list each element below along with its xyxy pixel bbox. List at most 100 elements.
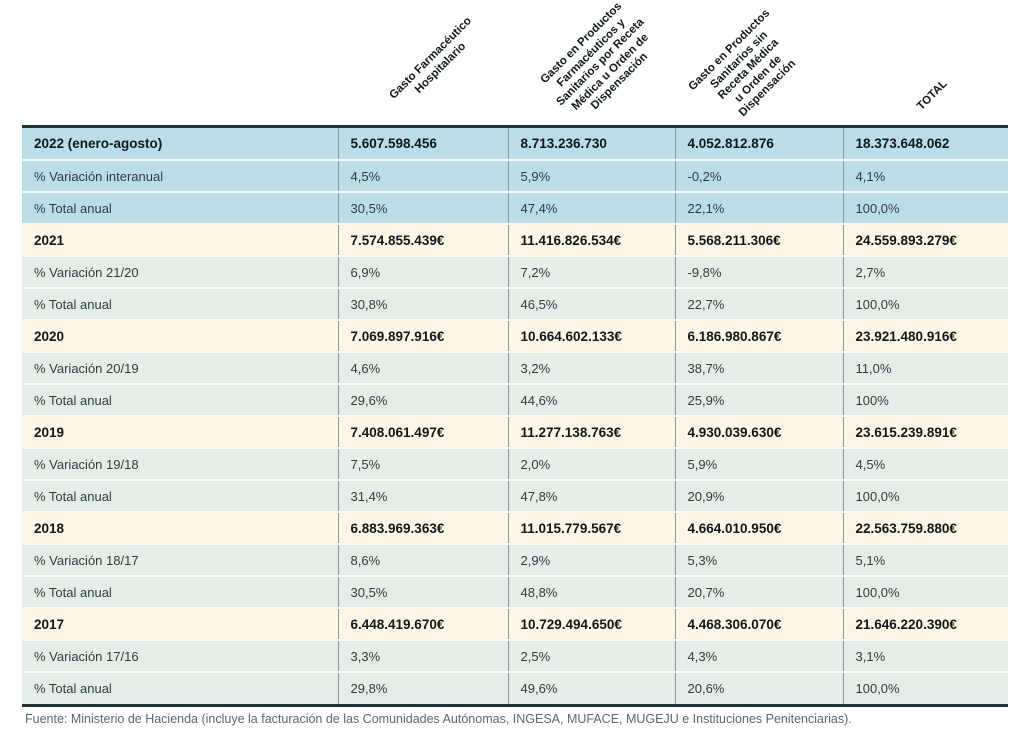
cell-value: 3,2% <box>507 351 675 384</box>
cell-value: 100% <box>842 383 1008 416</box>
table-row: % Variación 17/16 3,3% 2,5% 4,3% 3,1% <box>22 639 1008 672</box>
cell-value: 3,3% <box>337 639 508 672</box>
cell-value: 21.646.220.390€ <box>842 607 1008 640</box>
column-header-gasto-farmaceutico-hospitalario: Gasto Farmacéutico Hospitalario <box>387 14 475 102</box>
cell-value: 6,9% <box>337 255 508 288</box>
column-header-gasto-productos-por-receta: Gasto en Productos Farmacéuticos y Sanit… <box>538 0 651 113</box>
cell-value: 4.052.812.876 <box>674 128 843 160</box>
cell-value: -0,2% <box>674 159 843 192</box>
cell-value: 4.664.010.950€ <box>674 511 843 544</box>
row-label-percentage: % Variación 18/17 <box>22 543 338 576</box>
cell-value: 47,4% <box>507 191 675 224</box>
table-row: % Total anual 29,8% 49,6% 20,6% 100,0% <box>22 671 1008 704</box>
cell-value: 20,7% <box>674 575 843 608</box>
spending-table-grid: 2022 (enero-agosto) 5.607.598.456 8.713.23… <box>22 128 1008 704</box>
row-label-percentage: % Variación interanual <box>22 159 338 192</box>
cell-value: 22.563.759.880€ <box>842 511 1008 544</box>
table-row: % Variación interanual 4,5% 5,9% -0,2% 4,1% <box>22 159 1008 192</box>
row-label-year: 2017 <box>22 607 338 640</box>
table-row: % Total anual 31,4% 47,8% 20,9% 100,0% <box>22 479 1008 512</box>
cell-value: 25,9% <box>674 383 843 416</box>
cell-value: 2,7% <box>842 255 1008 288</box>
cell-value: 20,6% <box>674 671 843 704</box>
cell-value: 30,8% <box>337 287 508 320</box>
cell-value: 100,0% <box>842 575 1008 608</box>
row-label-year: 2021 <box>22 223 338 256</box>
cell-value: 8.713.236.730 <box>507 128 675 160</box>
cell-value: 46,5% <box>507 287 675 320</box>
row-label-percentage: % Total anual <box>22 671 338 704</box>
table-row: % Variación 20/19 4,6% 3,2% 38,7% 11,0% <box>22 351 1008 384</box>
cell-value: 4,5% <box>337 159 508 192</box>
table-row: 2021 7.574.855.439€ 11.416.826.534€ 5.568.2… <box>22 223 1008 256</box>
row-label-percentage: % Variación 20/19 <box>22 351 338 384</box>
cell-value: 5,9% <box>674 447 843 480</box>
cell-value: 11,0% <box>842 351 1008 384</box>
row-label-percentage: % Total anual <box>22 287 338 320</box>
cell-value: 6.448.419.670€ <box>337 607 508 640</box>
cell-value: 5,9% <box>507 159 675 192</box>
row-label-percentage: % Variación 19/18 <box>22 447 338 480</box>
table-row: 2022 (enero-agosto) 5.607.598.456 8.713.23… <box>22 128 1008 160</box>
table-row: % Total anual 30,5% 48,8% 20,7% 100,0% <box>22 575 1008 608</box>
cell-value: 29,8% <box>337 671 508 704</box>
table-row: 2018 6.883.969.363€ 11.015.779.567€ 4.664.0… <box>22 511 1008 544</box>
table-row: 2017 6.448.419.670€ 10.729.494.650€ 4.468.3… <box>22 607 1008 640</box>
cell-value: 100,0% <box>842 479 1008 512</box>
row-label-percentage: % Variación 17/16 <box>22 639 338 672</box>
cell-value: 100,0% <box>842 671 1008 704</box>
column-header-total: TOTAL <box>915 77 950 113</box>
cell-value: 18.373.648.062 <box>842 128 1008 160</box>
cell-value: 38,7% <box>674 351 843 384</box>
row-label-percentage: % Variación 21/20 <box>22 255 338 288</box>
cell-value: 7,2% <box>507 255 675 288</box>
cell-value: -9,8% <box>674 255 843 288</box>
cell-value: 49,6% <box>507 671 675 704</box>
row-label-percentage: % Total anual <box>22 383 338 416</box>
cell-value: 22,1% <box>674 191 843 224</box>
table-row: % Variación 19/18 7,5% 2,0% 5,9% 4,5% <box>22 447 1008 480</box>
table-row: 2019 7.408.061.497€ 11.277.138.763€ 4.930.0… <box>22 415 1008 448</box>
cell-value: 20,9% <box>674 479 843 512</box>
cell-value: 4.930.039.630€ <box>674 415 843 448</box>
row-label-percentage: % Total anual <box>22 479 338 512</box>
cell-value: 22,7% <box>674 287 843 320</box>
cell-value: 8,6% <box>337 543 508 576</box>
table-row: % Variación 18/17 8,6% 2,9% 5,3% 5,1% <box>22 543 1008 576</box>
cell-value: 7.069.897.916€ <box>337 319 508 352</box>
table-row: % Total anual 29,6% 44,6% 25,9% 100% <box>22 383 1008 416</box>
cell-value: 5,1% <box>842 543 1008 576</box>
row-label-year: 2018 <box>22 511 338 544</box>
cell-value: 4,5% <box>842 447 1008 480</box>
table-body: 2022 (enero-agosto) 5.607.598.456 8.713.23… <box>22 128 1008 704</box>
cell-value: 7,5% <box>337 447 508 480</box>
row-label-year: 2019 <box>22 415 338 448</box>
cell-value: 5.607.598.456 <box>337 128 508 160</box>
cell-value: 31,4% <box>337 479 508 512</box>
table-row: % Total anual 30,8% 46,5% 22,7% 100,0% <box>22 287 1008 320</box>
cell-value: 3,1% <box>842 639 1008 672</box>
row-label-percentage: % Total anual <box>22 575 338 608</box>
cell-value: 100,0% <box>842 287 1008 320</box>
cell-value: 47,8% <box>507 479 675 512</box>
cell-value: 23.921.480.916€ <box>842 319 1008 352</box>
table-row: % Total anual 30,5% 47,4% 22,1% 100,0% <box>22 191 1008 224</box>
cell-value: 6.883.969.363€ <box>337 511 508 544</box>
cell-value: 2,9% <box>507 543 675 576</box>
table-column-headers: Gasto Farmacéutico Hospitalario Gasto en… <box>0 0 1024 125</box>
cell-value: 30,5% <box>337 575 508 608</box>
row-label-year: 2022 (enero-agosto) <box>22 128 338 160</box>
row-label-year: 2020 <box>22 319 338 352</box>
cell-value: 4,1% <box>842 159 1008 192</box>
cell-value: 5,3% <box>674 543 843 576</box>
cell-value: 11.015.779.567€ <box>507 511 675 544</box>
cell-value: 5.568.211.306€ <box>674 223 843 256</box>
cell-value: 2,5% <box>507 639 675 672</box>
cell-value: 11.277.138.763€ <box>507 415 675 448</box>
spending-table: 2022 (enero-agosto) 5.607.598.456 8.713.23… <box>22 125 1008 707</box>
source-note: Fuente: Ministerio de Hacienda (incluye … <box>25 712 852 726</box>
row-label-percentage: % Total anual <box>22 191 338 224</box>
cell-value: 100,0% <box>842 191 1008 224</box>
cell-value: 7.574.855.439€ <box>337 223 508 256</box>
